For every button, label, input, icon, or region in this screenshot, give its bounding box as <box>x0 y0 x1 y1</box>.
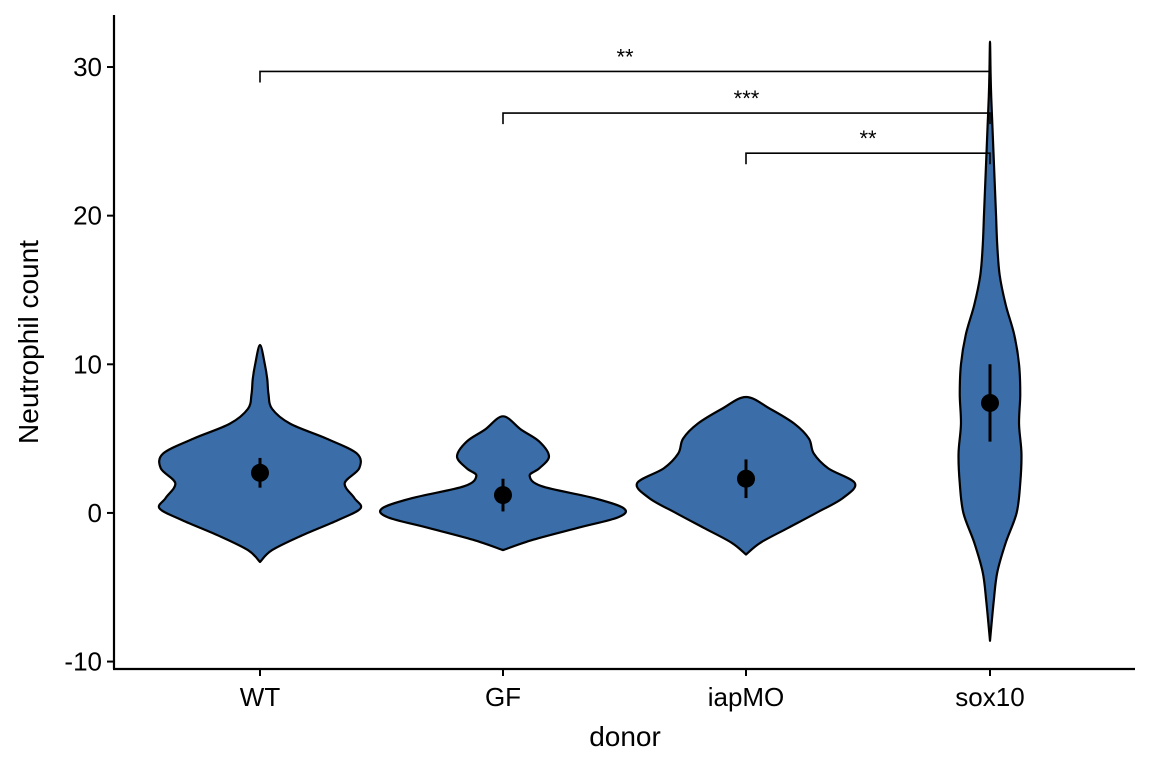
y-tick-label: 30 <box>73 52 102 82</box>
x-tick-label-iapMO: iapMO <box>708 682 785 712</box>
mean-point-iapMO <box>737 469 755 488</box>
y-tick-label: -10 <box>64 647 102 677</box>
y-tick-label: 0 <box>88 498 102 528</box>
x-tick-label-WT: WT <box>240 682 281 712</box>
x-tick-label-sox10: sox10 <box>955 682 1024 712</box>
significance-label-WT-sox10: ** <box>616 44 634 69</box>
bracket-iapMO-sox10 <box>745 152 991 165</box>
violin-WT <box>157 343 363 564</box>
y-tick-label: 10 <box>73 349 102 379</box>
mean-point-WT <box>251 463 269 482</box>
bracket-WT-sox10 <box>259 70 991 83</box>
axes-layer: -10 0 10 20 30 WT GF iapMO sox10 <box>64 15 1135 712</box>
y-tick-label: 20 <box>73 201 102 231</box>
significance-brackets: ******* <box>259 44 991 165</box>
x-axis-title: donor <box>589 721 661 752</box>
significance-label-GF-sox10: *** <box>734 86 760 111</box>
significance-label-iapMO-sox10: ** <box>859 126 877 151</box>
mean-point-GF <box>494 486 512 505</box>
x-tick-label-GF: GF <box>485 682 521 712</box>
y-axis-title: Neutrophil count <box>13 240 44 444</box>
mean-point-sox10 <box>981 393 999 412</box>
violins-layer <box>157 40 1023 642</box>
bracket-GF-sox10 <box>502 112 991 125</box>
violin-sox10 <box>957 40 1023 642</box>
